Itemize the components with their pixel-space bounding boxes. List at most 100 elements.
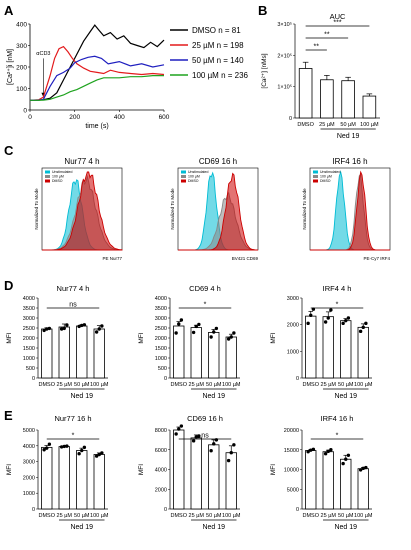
category-label: DMSO [171,513,188,519]
chart-title: Nur77 4 h [57,284,90,293]
data-point [212,330,216,334]
chart-title: IRF4 4 h [323,284,352,293]
y-tick-label: 400 [16,22,27,29]
y-tick-label: 20000 [284,428,299,434]
bar [208,331,220,379]
data-point [77,452,81,456]
y-tick-label: 0 [289,116,292,122]
bar [322,451,334,510]
significance-label: * [72,433,75,440]
data-point [306,321,310,326]
bar [320,79,334,119]
data-point [100,451,104,455]
data-point [59,327,64,331]
data-point [209,449,213,453]
data-point [344,318,348,323]
y-tick-label: 4000 [155,296,167,302]
bar [76,450,88,510]
significance-label: ns [201,433,209,440]
legend-swatch [313,175,318,178]
group-label: Ned 19 [337,133,360,140]
y-tick-label: 3×10⁵ [277,21,292,28]
data-point [62,326,66,331]
panel-label-b: B [258,3,267,18]
category-label: DMSO [303,513,320,519]
data-point [62,444,66,449]
x-axis-label: time (s) [85,123,108,130]
data-point [97,327,101,331]
bar [93,328,105,379]
bar [58,326,70,379]
data-point [65,444,69,448]
histogram-area [310,170,390,251]
significance-label: ** [324,32,330,39]
y-tick-label: 1000 [287,349,299,355]
series-line [29,45,165,101]
data-point [306,450,310,454]
series-line [29,24,165,101]
data-point [214,326,219,331]
y-tick-label: 3000 [23,460,35,466]
data-point [346,316,351,320]
data-point [42,328,46,333]
chart-title: Nur77 4 h [64,157,99,166]
legend-swatch [181,175,186,178]
bar-subchart: IRF4 4 h 0 1000 2000 3000 MFI DMSO 25 µM 50 µM 10… [270,284,373,400]
significance-label: * [336,433,339,440]
bar [76,325,88,379]
data-point [47,326,52,331]
y-axis-label: [Ca²⁺]i [nM] [7,49,14,85]
bar [298,68,313,119]
significance-label: * [336,302,339,309]
data-point [364,321,368,326]
y-tick-label: 1500 [23,346,35,352]
y-tick-label: 8000 [155,428,167,434]
y-tick-label: 6000 [155,448,167,454]
data-point [174,331,178,335]
x-tick-label: 600 [159,114,170,121]
x-axis-label: PE Nur77 [102,256,122,261]
category-label: 50 µM [340,122,356,128]
x-tick-label: 0 [28,114,32,121]
data-point [329,448,333,452]
data-point [59,445,64,449]
legend-label: 100 µM [52,175,64,179]
y-axis-label: MFI [6,332,13,343]
bar [93,454,105,510]
y-tick-label: 3000 [23,316,35,322]
data-point [323,452,328,456]
group-label: Ned 19 [202,524,225,531]
significance-label: ** [314,44,320,51]
data-point [174,432,178,436]
category-label: 100 µM [354,382,373,388]
chart-b-auc: AUC 0 1×10⁵ 2×10⁵ 3×10⁵ [Ca²⁺] [nMs] DMSO 25 µM… [261,12,380,140]
bar [190,327,202,379]
data-point [97,452,101,457]
y-tick-label: 4000 [23,444,35,450]
bar [341,80,355,119]
bar [41,446,53,510]
data-point [311,447,316,452]
y-tick-label: 10000 [284,468,299,474]
category-label: 25 µM [57,513,73,519]
data-point [341,461,345,466]
category-label: 100 µM [222,382,241,388]
data-point [177,322,181,326]
group-label: Ned 19 [202,393,225,400]
y-tick-label: 0 [296,507,299,513]
data-point [82,323,87,327]
bar-subchart: CD69 4 h 0 500 1000 1500 2000 2500 3000 3500 4000… [138,284,241,400]
group-label: Ned 19 [70,393,93,400]
group-label: Ned 19 [334,524,357,531]
data-point [80,448,84,453]
data-point [197,322,201,327]
y-tick-label: 200 [16,65,27,72]
data-point [197,434,201,438]
legend-label: Unstimulated [52,170,72,174]
bar [357,468,369,510]
y-tick-label: 4000 [23,296,35,302]
chart-title: Nur77 16 h [54,414,91,423]
y-tick-label: 300 [16,43,27,50]
